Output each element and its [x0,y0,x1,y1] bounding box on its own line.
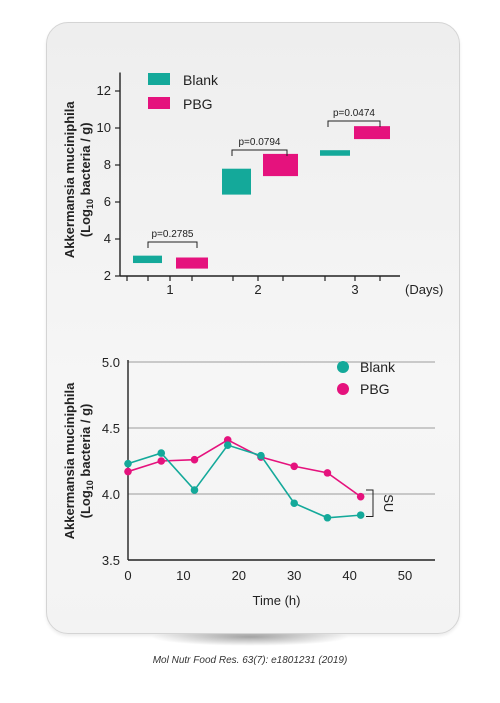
chart1-y-tick-label: 12 [97,83,111,98]
chart2-x-tick-label: 0 [124,568,131,583]
chart2-y-label: Akkermansia muciniphila (Log10 bacteria /… [62,382,95,540]
chart1-bar-blank [320,150,350,156]
chart1-y-tick-label: 6 [104,194,111,209]
chart1-bar-pbg [263,153,298,177]
chart2-x-tick-label: 30 [287,568,301,583]
chart1-significance-bracket [231,149,288,156]
chart2-point-blank [356,511,365,519]
chart2-point-pbg [356,492,365,501]
chart2-point-blank [157,449,166,457]
chart1-y-tick-label: 8 [104,157,111,172]
chart1-legend-label-pbg: PBG [183,96,213,112]
chart2-x-tick-label: 10 [176,568,190,583]
chart2-x-tick-label: 20 [232,568,246,583]
chart2-point-blank [124,459,132,468]
chart2-point-pbg [323,469,332,477]
chart2-y-tick-label: 5.0 [102,355,120,370]
chart1-significance-bracket [327,120,381,127]
chart2-point-blank [223,441,232,449]
chart1-x-tick-label: 3 [351,282,358,297]
chart1-y-tick-label: 4 [104,231,111,246]
chart2-x-label: Time (h) [253,593,301,608]
figure-card [46,22,460,634]
chart1-p-value: p=0.0474 [333,108,375,119]
chart1-p-value: p=0.2785 [152,229,194,240]
chart2-legend-label-blank: Blank [360,359,396,375]
chart1-x-tick-label: 2 [254,282,261,297]
chart2-point-pbg [223,436,232,444]
chart2-legend-marker-pbg [337,383,349,395]
chart1-y-label: Akkermansia muciniphila (Log10 bacteria /… [62,101,95,259]
chart2-point-blank [323,513,332,522]
chart1-bar-blank [133,255,162,264]
chart2-point-pbg [190,455,199,464]
chart2-su-bracket [366,489,374,517]
chart1-p-value: p=0.0794 [239,137,281,148]
chart2-y-label-line2: (Log10 bacteria / g) [78,404,95,519]
chart1-y-label-line2: (Log10 bacteria / g) [78,122,95,237]
chart2-point-blank [257,451,265,460]
chart2-point-blank [290,499,299,508]
chart1-y-tick-label: 2 [104,268,111,283]
chart1-bar-pbg [176,257,208,269]
chart1-y-tick-label: 10 [97,120,111,135]
chart2-y-tick-label: 4.0 [102,487,120,502]
chart2-y-tick-label: 4.5 [102,421,120,436]
chart2-legend-label-pbg: PBG [360,381,390,397]
citation: Mol Nutr Food Res. 63(7): e1801231 (2019… [152,655,348,666]
chart1-x-label: (Days) [405,282,443,297]
chart2-x-tick-label: 50 [398,568,412,583]
chart2-point-blank [190,486,199,494]
chart2-point-pbg [124,467,132,476]
chart2-y-label-line1: Akkermansia muciniphila [62,382,77,540]
chart2-su-label: SU [381,494,396,512]
chart2-line-pbg [127,438,362,498]
chart1-legend-swatch-pbg [148,97,170,109]
chart2-y-tick-label: 3.5 [102,553,120,568]
chart1-y-label-line1: Akkermansia muciniphila [62,101,77,259]
chart1-bar-blank [222,168,251,195]
chart1-bar-pbg [354,126,390,140]
chart2-point-pbg [157,457,166,465]
chart2-legend-marker-blank [337,361,349,373]
chart2-point-pbg [290,462,299,471]
chart1-legend-swatch-blank [148,73,170,85]
chart1-legend-label-blank: Blank [183,72,219,88]
chart2-x-tick-label: 40 [342,568,356,583]
chart2-line-blank [127,444,361,519]
chart1-significance-bracket [147,241,198,248]
chart1-x-tick-label: 1 [166,282,173,297]
